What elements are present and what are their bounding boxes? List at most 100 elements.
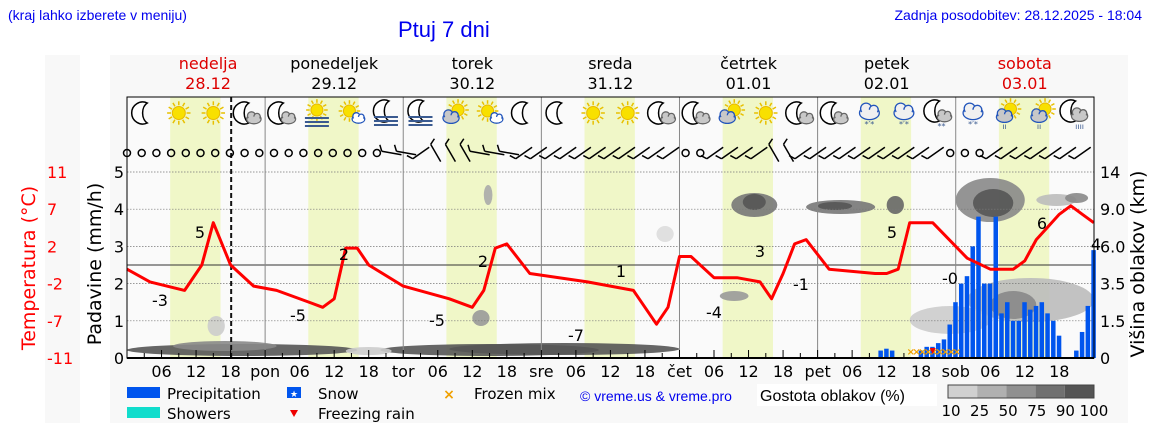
- cloud-snow-icon: *′*: [893, 102, 915, 129]
- x-tick-label: tor: [392, 362, 415, 381]
- precip-tick: 5: [114, 163, 124, 182]
- x-tick-label: 06: [704, 362, 724, 381]
- calm-wind-icon: [681, 148, 690, 158]
- calm-wind-icon: [196, 148, 205, 158]
- wind-barbs-row: [122, 138, 1092, 163]
- wind-barb-icon: [782, 138, 795, 163]
- wind-barb-icon: [847, 146, 871, 160]
- svg-text:×: ×: [918, 347, 926, 358]
- svg-text:Freezing rain: Freezing rain: [318, 405, 415, 423]
- wind-barb-icon: [994, 146, 1018, 160]
- x-tick-label: 12: [876, 362, 896, 381]
- temp-extreme-label: -3: [152, 291, 168, 310]
- cloud-height-tick: 6.0: [1100, 237, 1125, 256]
- calm-wind-icon: [181, 148, 191, 158]
- x-tick-label: 06: [980, 362, 1000, 381]
- temp-tick: 2: [47, 237, 57, 256]
- temp-tick: 11: [47, 163, 67, 182]
- x-tick-label: 18: [497, 362, 517, 381]
- day-name: sobota: [998, 54, 1052, 73]
- x-tick-label: 06: [428, 362, 448, 381]
- day-date: 31.12: [588, 74, 634, 93]
- wind-barb-icon: [430, 138, 442, 163]
- temp-extreme-label: -7: [568, 326, 584, 345]
- cloud-height-tick: 1.5: [1100, 312, 1125, 331]
- moon-icon: [545, 101, 564, 125]
- calm-wind-icon: [945, 148, 955, 158]
- cloud-sun-icon: [442, 99, 469, 125]
- day-name: sreda: [588, 54, 632, 73]
- calm-wind-icon: [696, 148, 705, 158]
- daylight-bands: [127, 97, 1094, 358]
- cloud-density-level: 90: [1056, 402, 1075, 420]
- wind-barb-icon: [406, 146, 430, 160]
- moon-cloud-icon: [232, 101, 262, 125]
- moon-icon: [510, 101, 529, 125]
- temp-extreme-label: 5: [195, 223, 205, 242]
- precip-tick: 0: [114, 349, 124, 368]
- wind-barb-icon: [1053, 146, 1077, 160]
- wind-barb-icon: [467, 144, 490, 156]
- gridlines: [127, 97, 1094, 358]
- moon-cloud-snow-icon: **: [923, 99, 953, 131]
- wind-barb-icon: [744, 146, 768, 160]
- day-name: ponedeljek: [290, 54, 379, 73]
- wind-barb-icon: [862, 146, 886, 160]
- calm-wind-icon: [255, 148, 264, 158]
- temp-extreme-label: 5: [887, 223, 897, 242]
- temp-extreme-label: -1: [793, 275, 809, 294]
- sun-fog-icon: [304, 99, 329, 127]
- calm-wind-icon: [357, 148, 367, 158]
- sun-cloud-rain-icon: ıı: [1030, 98, 1056, 131]
- x-tick-label: 12: [324, 362, 344, 381]
- legend: Precipitation Showers ★ Snow Freezing rain × F…: [127, 384, 1108, 423]
- cloud-density-level: 25: [970, 402, 989, 420]
- wind-barb-icon: [1068, 146, 1092, 160]
- wind-barb-icon: [538, 146, 562, 160]
- last-updated: Zadnja posodobitev: 28.12.2025 - 18:04: [894, 7, 1142, 23]
- calm-wind-icon: [328, 148, 338, 158]
- temp-extreme-label: -5: [290, 306, 306, 325]
- day-date: 02.01: [864, 74, 910, 93]
- svg-text:×: ×: [930, 347, 938, 358]
- moon-cloud-icon: [785, 101, 815, 125]
- page-title: Ptuj 7 dni: [398, 17, 490, 42]
- x-tick-label: 18: [635, 362, 655, 381]
- svg-text:×: ×: [924, 347, 932, 358]
- wind-barb-icon: [729, 146, 754, 160]
- daylight-band: [860, 97, 912, 358]
- calm-wind-icon: [372, 148, 382, 158]
- x-tick-label: 12: [600, 362, 620, 381]
- calm-wind-icon: [284, 148, 293, 158]
- wind-barb-icon: [1023, 146, 1048, 160]
- wind-barb-icon: [393, 144, 417, 156]
- temp-extreme-label: -5: [429, 311, 445, 330]
- x-tick-label: 06: [151, 362, 171, 381]
- x-tick-label: 18: [1049, 362, 1069, 381]
- moon-fog-icon: [372, 99, 398, 126]
- x-tick-label: 12: [186, 362, 206, 381]
- wind-barb-icon: [496, 144, 520, 156]
- day-name: četrtek: [720, 54, 778, 73]
- temp-tick: -2: [47, 275, 63, 294]
- wind-barb-icon: [656, 146, 680, 160]
- svg-text:×: ×: [947, 347, 955, 358]
- temp-extreme-label: 6: [1037, 214, 1047, 233]
- svg-text:★: ★: [290, 390, 298, 400]
- precip-tick: 4: [114, 200, 124, 219]
- day-name: torek: [452, 54, 494, 73]
- calm-wind-icon: [240, 148, 249, 158]
- cloud-density-level: 10: [941, 402, 960, 420]
- x-tick-label: 12: [1015, 362, 1035, 381]
- calm-wind-icon: [299, 148, 308, 158]
- wind-barb-icon: [582, 146, 607, 160]
- cloud-height-tick: 9.0: [1100, 200, 1125, 219]
- svg-text:Frozen mix: Frozen mix: [474, 385, 556, 403]
- x-tick-label: sob: [942, 362, 970, 381]
- precip-tick: 1: [114, 312, 124, 331]
- svg-text:Snow: Snow: [318, 385, 358, 403]
- calm-wind-icon: [975, 148, 984, 158]
- x-tick-label: 18: [220, 362, 240, 381]
- cloud-height-tick: 14: [1100, 163, 1120, 182]
- wind-barb-icon: [979, 146, 1003, 160]
